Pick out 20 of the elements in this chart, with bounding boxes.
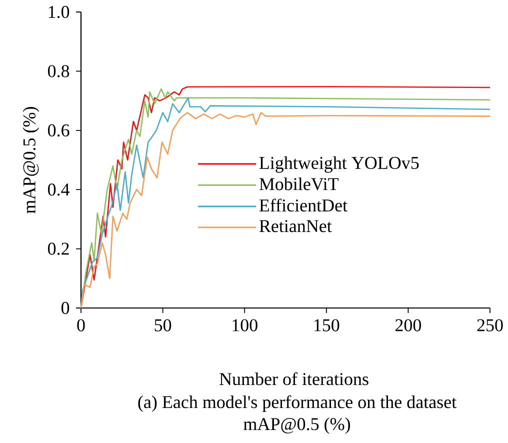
x-tick-label: 100 xyxy=(232,319,258,332)
text: mAP@0.5 (%) xyxy=(244,418,350,434)
y-tick-label: 1.0 xyxy=(48,6,70,18)
x-axis-title: Number of iterations xyxy=(220,372,368,386)
legend-label: MobileViT xyxy=(259,178,339,190)
legend-label: RetianNet xyxy=(259,220,332,232)
y-tick-label: 0.8 xyxy=(48,65,70,78)
x-tick-label: 250 xyxy=(477,319,503,332)
y-tick-label: 0.4 xyxy=(48,183,70,196)
legend-label: Lightweight YOLOv5 xyxy=(259,156,419,173)
text: (a) Each model's performance on the dataset xyxy=(138,395,456,412)
y-axis-title: mAP@0.5 (%) xyxy=(22,107,40,214)
y-tick-label: 0.2 xyxy=(48,242,69,255)
y-tick-label: 0 xyxy=(61,302,70,314)
x-tick-label: 150 xyxy=(314,319,340,332)
x-tick-label: 200 xyxy=(396,319,422,332)
y-tick-label: 0.6 xyxy=(48,124,70,137)
x-tick-label: 0 xyxy=(77,319,85,332)
legend-label: EfficientDet xyxy=(259,198,348,212)
x-tick-label: 50 xyxy=(154,319,172,332)
